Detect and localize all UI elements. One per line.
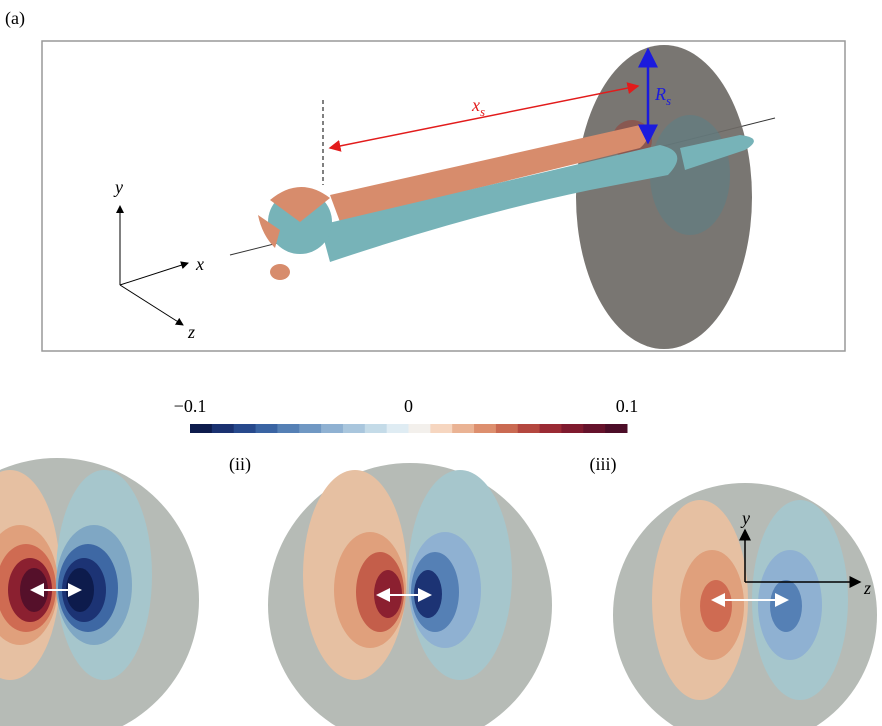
axis-z: z: [187, 322, 195, 342]
colorbar-bin: [561, 424, 584, 433]
panel-label: (a): [5, 8, 25, 29]
colorbar-bin: [277, 424, 300, 433]
colorbar-bin: [299, 424, 322, 433]
contour-i: [0, 458, 199, 726]
colorbar-bin: [321, 424, 344, 433]
rs-sub: s: [666, 93, 671, 108]
body-3d: [229, 45, 776, 349]
subpanel-label: (iii): [590, 454, 617, 475]
axis-x: x: [195, 254, 204, 274]
axis-z: z: [863, 578, 871, 598]
contour-ii: [268, 463, 552, 726]
colorbar-bin: [190, 424, 213, 433]
colorbar-bin: [583, 424, 606, 433]
rs-label: Rs: [654, 84, 671, 108]
colorbar-bin: [430, 424, 453, 433]
axis-triad: [116, 205, 189, 326]
colorbar-bin: [408, 424, 431, 433]
colorbar-tick-label: 0: [404, 396, 413, 416]
subpanel-label: (ii): [229, 454, 251, 475]
colorbar-bin: [233, 424, 257, 433]
contour-iii: [613, 483, 877, 726]
colorbar-bin: [342, 424, 366, 433]
xs-label: xs: [471, 95, 485, 119]
colorbar-bin: [452, 424, 475, 433]
colorbar-bin: [386, 424, 409, 433]
xs-base: x: [471, 95, 480, 115]
axis-y: y: [740, 508, 750, 528]
colorbar-bin: [211, 424, 235, 433]
colorbar-tick-label: −0.1: [174, 396, 207, 416]
colorbar-bin: [539, 424, 562, 433]
colorbar-bin: [474, 424, 497, 433]
axis-y: y: [113, 177, 123, 197]
colorbar-bin: [605, 424, 628, 433]
colorbar-bin: [517, 424, 541, 433]
colorbar-tick-label: 0.1: [616, 396, 639, 416]
panel-frame: [41, 40, 846, 352]
colorbar-bin: [255, 424, 278, 433]
colorbar-bin: [364, 424, 388, 433]
rs-base: R: [654, 84, 666, 104]
colorbar-bin: [495, 424, 519, 433]
colorbar: −0.1 0 0.1: [174, 396, 639, 433]
xs-sub: s: [480, 104, 485, 119]
